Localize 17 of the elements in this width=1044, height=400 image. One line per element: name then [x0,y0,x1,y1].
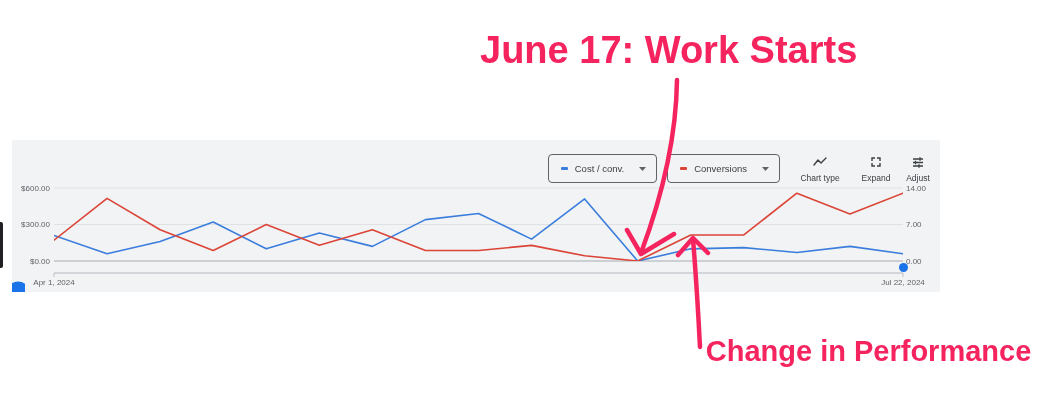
legend-label: Conversions [694,162,747,174]
x-tick-label: Jul 22, 2024 [881,277,926,287]
annotation: Change in Performance [705,334,1032,367]
dropdown: Cost / conv. [547,154,658,183]
y2-tick-label: 7.00 [906,220,923,230]
x-tick-label: Apr 1, 2024 [33,277,76,287]
y2-tick-label: 0.00 [906,256,923,266]
legend-label: Cost / conv. [574,162,625,174]
text: Adjust [906,173,930,183]
annotation: June 17: Work Starts [480,29,858,71]
dropdown: Conversions [667,154,780,183]
y-tick-label: $0.00 [29,256,51,266]
text: Chart type [800,173,840,183]
y2-tick-label: 14.00 [906,183,927,193]
text: Expand [861,173,891,183]
y-tick-label: $300.00 [21,220,51,230]
y-tick-label: $600.00 [21,183,51,193]
